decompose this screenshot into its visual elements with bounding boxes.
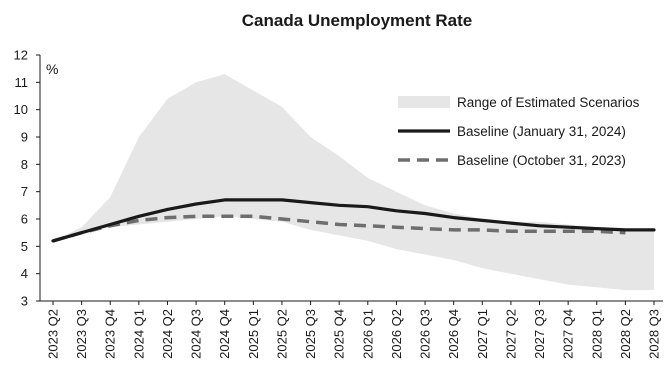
x-tick-label: 2026 Q3 — [418, 309, 433, 359]
series-line-oct-2023 — [52, 214, 626, 243]
x-tick-label: 2027 Q2 — [503, 309, 518, 359]
x-tick-label: 2028 Q2 — [618, 309, 633, 359]
range-band — [53, 74, 654, 291]
legend: Range of Estimated Scenarios Baseline (Ja… — [398, 95, 640, 168]
x-tick-label: 2026 Q2 — [389, 309, 404, 359]
x-tick-label: 2025 Q2 — [275, 309, 290, 359]
y-tick-label: 9 — [21, 130, 28, 145]
axes: 3 4 5 6 7 8 9 10 11 12 2023 Q2 2023 Q3 2023 Q4 2024 Q… — [14, 48, 663, 359]
x-tick-label: 2024 Q4 — [217, 309, 232, 359]
y-tick-label: 5 — [21, 239, 28, 254]
x-tick-label: 2027 Q1 — [475, 309, 490, 359]
x-tick-label: 2026 Q4 — [446, 309, 461, 359]
y-tick-label: 7 — [21, 184, 28, 199]
unit-label: % — [46, 61, 58, 77]
y-tick-label: 8 — [21, 157, 28, 172]
y-tick-label: 11 — [15, 75, 29, 90]
x-tick-label: 2027 Q4 — [561, 309, 576, 359]
x-tick-label: 2028 Q3 — [647, 309, 662, 359]
y-tick-label: 12 — [14, 48, 28, 63]
x-tick-label: 2023 Q4 — [103, 309, 118, 359]
x-tick-label: 2024 Q2 — [160, 309, 175, 359]
x-tick-label: 2024 Q1 — [131, 309, 146, 359]
x-tick-label: 2027 Q3 — [532, 309, 547, 359]
x-tick-label: 2025 Q3 — [303, 309, 318, 359]
y-tick-label: 6 — [21, 212, 28, 227]
range-band-layer — [53, 74, 654, 291]
y-tick-label: 4 — [21, 266, 28, 281]
legend-label-jan-2024: Baseline (January 31, 2024) — [457, 124, 626, 139]
legend-swatch-range — [398, 96, 450, 108]
legend-label-oct-2023: Baseline (October 31, 2023) — [457, 153, 626, 168]
x-tick-label: 2028 Q1 — [589, 309, 604, 359]
x-tick-label: 2023 Q3 — [74, 309, 89, 359]
y-tick-label: 3 — [21, 294, 28, 309]
series-layer — [51, 198, 656, 243]
x-tick-label: 2026 Q1 — [360, 309, 375, 359]
series-line-jan-2024 — [51, 198, 656, 243]
legend-label-range: Range of Estimated Scenarios — [457, 95, 640, 110]
x-tick-label: 2024 Q3 — [189, 309, 204, 359]
x-tick-label: 2023 Q2 — [46, 309, 61, 359]
y-tick-label: 10 — [14, 102, 28, 117]
x-tick-label: 2025 Q1 — [246, 309, 261, 359]
x-tick-label: 2025 Q4 — [332, 309, 347, 359]
chart-title: Canada Unemployment Rate — [242, 11, 473, 30]
